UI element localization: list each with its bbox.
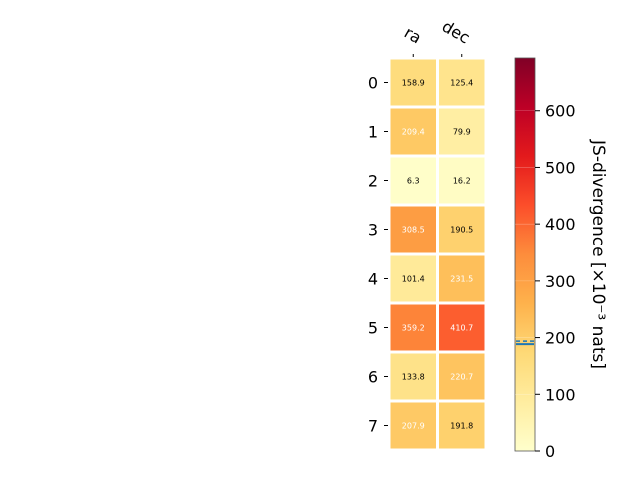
row-tick-label: 6 [368, 368, 378, 387]
cell-value-label: 158.9 [402, 79, 425, 88]
colorbar-title: JS-divergence [×10⁻³ nats] [588, 139, 608, 369]
cell-value-label: 190.5 [450, 226, 473, 235]
cell-value-label: 209.4 [402, 128, 425, 137]
cell-value-label: 16.2 [453, 177, 471, 186]
heatmap-cell [436, 252, 488, 305]
cell-value-label: 207.9 [402, 422, 425, 431]
row-tick-label: 2 [368, 172, 378, 191]
cell-value-label: 133.8 [402, 373, 425, 382]
row-tick-label: 3 [368, 221, 378, 240]
colorbar-tick-label: 400 [545, 215, 576, 234]
colorbar-tick-label: 100 [545, 385, 576, 404]
row-tick-label: 1 [368, 123, 378, 142]
cell-value-label: 308.5 [402, 226, 425, 235]
colorbar-tick-label: 500 [545, 158, 576, 177]
heatmap-cell [436, 203, 488, 256]
heatmap-cell [436, 154, 488, 207]
cell-value-label: 101.4 [402, 275, 425, 284]
row-tick-label: 0 [368, 74, 378, 93]
colorbar: 0 100 200 300 400 500 600 JS-divergence [×10⁻³ … [514, 57, 608, 461]
column-tick-label: ra [401, 23, 425, 48]
column-ticks: ra dec [401, 17, 473, 57]
colorbar-tick-label: 0 [545, 442, 555, 461]
colorbar-tick-label: 300 [545, 272, 576, 291]
cell-value-label: 79.9 [453, 128, 471, 137]
cell-value-label: 125.4 [450, 79, 473, 88]
cell-value-label: 410.7 [450, 324, 473, 333]
cell-value-label: 359.2 [402, 324, 425, 333]
cell-value-label: 6.3 [407, 177, 420, 186]
row-ticks: 0 1 2 3 4 5 6 7 [368, 74, 388, 436]
row-tick-label: 5 [368, 319, 378, 338]
colorbar-tick-label: 600 [545, 102, 576, 121]
heatmap-cell [436, 105, 488, 158]
colorbar-gradient [514, 57, 536, 452]
row-tick-label: 4 [368, 270, 378, 289]
cell-value-label: 191.8 [450, 422, 473, 431]
heatmap-cells: 158.9 125.4 209.4 79.9 6.3 16.2 308.5 190.5 101.… [387, 56, 488, 452]
cell-value-label: 220.7 [450, 373, 473, 382]
heatmap-cell [436, 399, 488, 452]
row-tick-label: 7 [368, 417, 378, 436]
colorbar-tick-label: 200 [545, 329, 576, 348]
column-tick-label: dec [439, 17, 473, 48]
cell-value-label: 231.5 [450, 275, 473, 284]
